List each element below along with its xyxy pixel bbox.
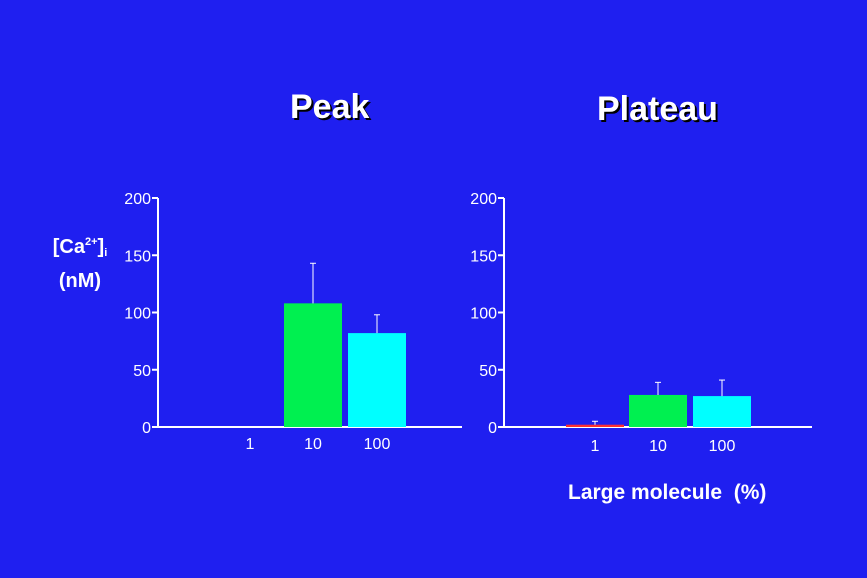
peak-bar-100 — [348, 333, 406, 427]
peak-y-tick-label: 100 — [124, 306, 151, 323]
plateau-bar-1 — [566, 424, 624, 427]
peak-x-tick-label: 1 — [246, 436, 255, 453]
peak-y-tick-label: 200 — [124, 191, 151, 208]
plateau-x-tick-label: 10 — [649, 438, 667, 455]
plateau-bar-10 — [629, 394, 687, 427]
plateau-y-tick-label: 0 — [488, 420, 497, 437]
peak-y-tick-label: 0 — [142, 420, 151, 437]
x-axis-label: Large molecule (%) — [568, 481, 767, 504]
peak-x-tick-label: 10 — [304, 436, 322, 453]
plateau-y-tick-label: 200 — [470, 191, 497, 208]
plateau-title: Plateau — [597, 90, 718, 128]
y-axis-unit: (nM) — [58, 270, 102, 292]
plateau-x-tick-label: 1 — [591, 438, 600, 455]
y-axis-label-sup: 2+ — [84, 236, 98, 248]
plateau-bar-100 — [693, 396, 751, 427]
y-axis-label: [Ca2+]i (nM) — [40, 228, 120, 295]
peak-x-tick-label: 100 — [364, 436, 391, 453]
peak-y-tick-label: 50 — [133, 363, 151, 380]
plateau-y-tick-label: 100 — [470, 306, 497, 323]
y-axis-label-main: [Ca — [52, 236, 85, 258]
y-axis-label-close: ] — [97, 236, 105, 258]
peak-title: Peak — [290, 88, 370, 126]
y-axis-label-sub: i — [104, 247, 108, 259]
peak-y-tick-label: 150 — [124, 248, 151, 265]
peak-bar-10 — [284, 303, 342, 427]
plateau-y-tick-label: 50 — [479, 363, 497, 380]
plateau-y-tick-label: 150 — [470, 248, 497, 265]
plateau-x-tick-label: 100 — [709, 438, 736, 455]
